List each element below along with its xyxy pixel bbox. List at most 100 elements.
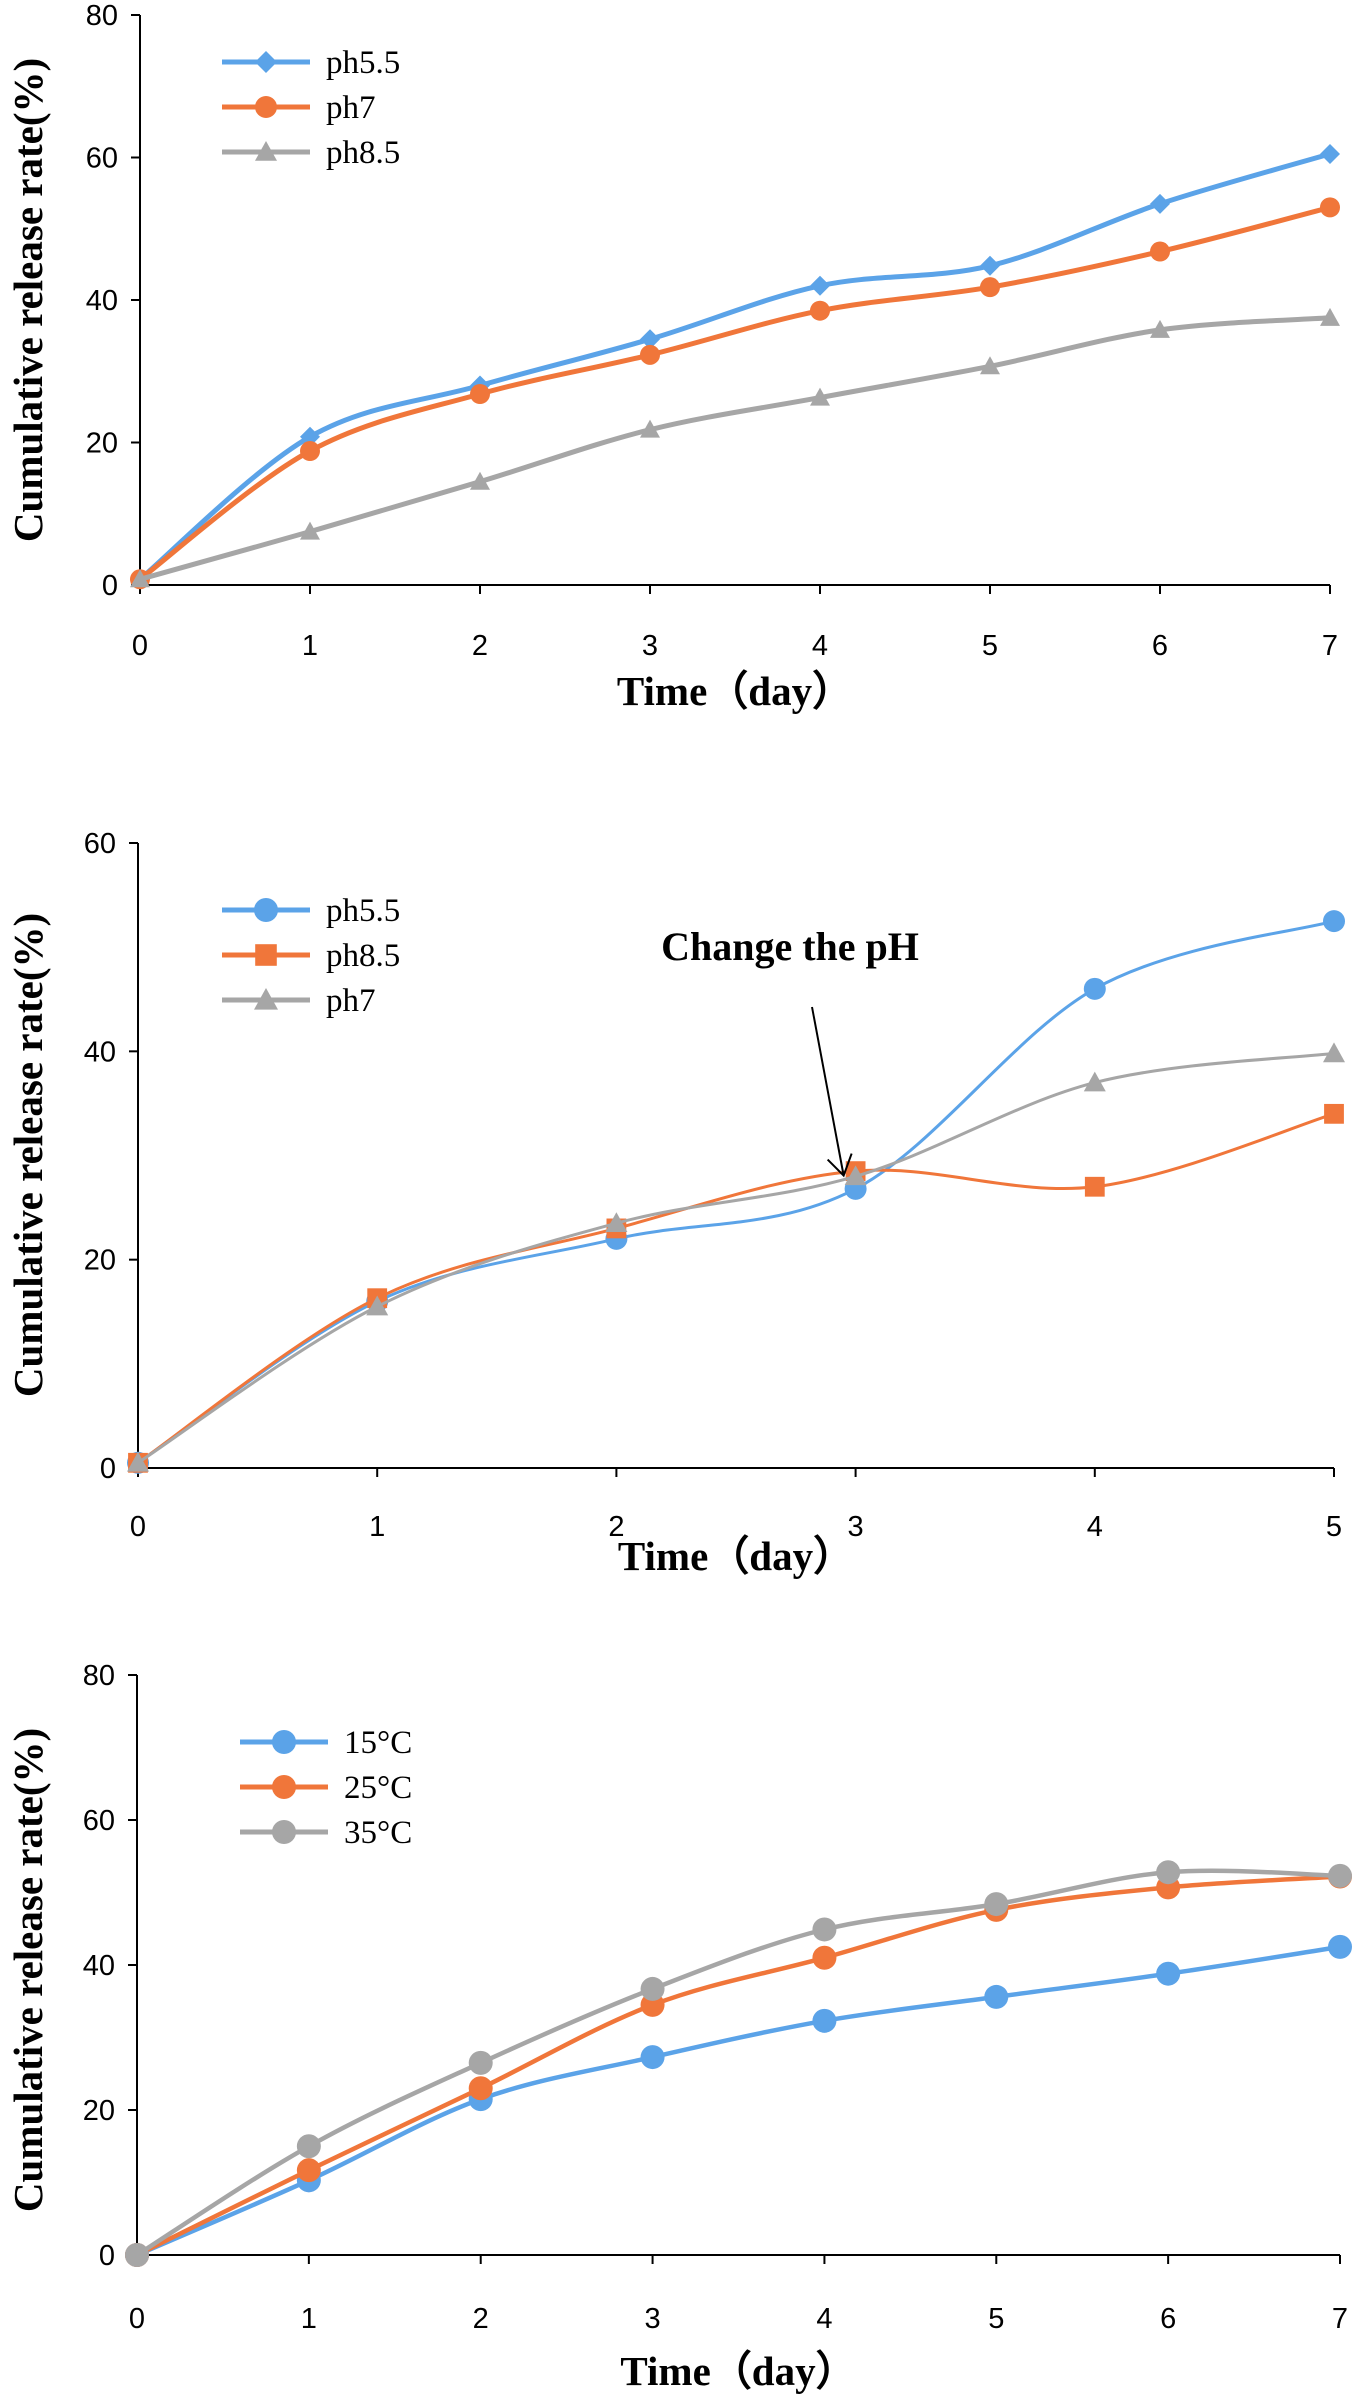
legend-label: 35°C: [344, 1815, 412, 1851]
series-line: [137, 1051, 1335, 1465]
legend-label: ph7: [326, 90, 376, 126]
legend-label: ph5.5: [326, 893, 400, 929]
y-tick-label: 80: [83, 1660, 115, 1692]
data-point: [1323, 910, 1345, 933]
x-tick-label: 4: [816, 2303, 832, 2335]
x-tick-label: 5: [988, 2303, 1004, 2335]
x-axis-title: Time（day）: [618, 1533, 854, 1579]
series-line: [139, 315, 1331, 582]
data-point: [640, 329, 660, 350]
x-tick-label: 1: [369, 1511, 385, 1543]
data-point: [984, 1984, 1009, 2009]
y-axis-title: Cumulative release rate(%): [5, 1728, 51, 2212]
series-line: [137, 919, 1335, 1465]
legend-label: 15°C: [344, 1725, 412, 1761]
series-ph8.5: [130, 307, 1340, 588]
data-point: [1150, 319, 1170, 338]
data-point: [470, 471, 490, 490]
data-point: [1156, 1961, 1181, 1986]
data-point: [468, 2076, 493, 2101]
annotation-text: Change the pH: [661, 924, 919, 969]
x-tick-label: 1: [301, 2303, 317, 2335]
legend-item: ph8.5: [222, 135, 400, 171]
legend-swatch-marker: [255, 51, 277, 73]
legend-item: 25°C: [240, 1770, 412, 1806]
x-tick-label: 7: [1322, 630, 1338, 662]
series-ph8.5: [128, 1103, 1344, 1473]
legend-label: ph7: [326, 983, 376, 1019]
data-point: [300, 441, 320, 462]
legend-item: ph7: [222, 983, 376, 1019]
data-point: [1150, 193, 1170, 214]
y-tick-label: 0: [100, 1453, 116, 1485]
data-point: [844, 1165, 867, 1186]
data-point: [640, 344, 660, 365]
release-chart-temperature-svg: 0 20 40 60 80 0 1 2 3 4 5 6 7 Time（day） Cumulative rel…: [5, 1660, 1352, 2394]
data-point: [366, 1295, 389, 1316]
data-point: [640, 2045, 665, 2070]
y-tick-label: 60: [84, 828, 116, 860]
series-25°C: [125, 1864, 1352, 2267]
x-tick-label: 3: [645, 2303, 661, 2335]
data-point: [984, 1892, 1009, 1917]
legend-item: 35°C: [240, 1815, 412, 1851]
x-tick-label: 0: [129, 2303, 145, 2335]
data-point: [812, 1945, 837, 1970]
legend-swatch-marker: [272, 1775, 296, 1799]
legend-swatch-marker: [255, 96, 277, 118]
x-tick-label: 5: [982, 630, 998, 662]
release-chart-temperature: 0 20 40 60 80 0 1 2 3 4 5 6 7 Time（day） Cumulative rel…: [0, 1600, 1359, 2401]
x-tick-label: 6: [1160, 2303, 1176, 2335]
legend-swatch-marker: [254, 898, 278, 922]
legend-label: ph8.5: [326, 938, 400, 974]
series-line: [136, 1944, 1341, 2258]
y-tick-label: 20: [84, 1245, 116, 1277]
x-axis-title: Time（day）: [620, 2348, 856, 2394]
data-point: [1084, 1176, 1105, 1197]
x-tick-label: 6: [1152, 630, 1168, 662]
data-point: [640, 419, 660, 438]
series-line: [136, 1874, 1341, 2258]
x-tick-label: 3: [642, 630, 658, 662]
y-axis-title: Cumulative release rate(%): [5, 58, 51, 542]
x-tick-label: 2: [473, 2303, 489, 2335]
legend-item: ph5.5: [222, 45, 400, 81]
legend-label: ph5.5: [326, 45, 400, 81]
release-chart-ph: 0 20 40 60 80 0 1 2 3 4 5 6 7 Time（day） Cumulative rel…: [0, 0, 1359, 740]
y-tick-label: 80: [86, 0, 118, 32]
y-tick-label: 20: [86, 428, 118, 460]
data-point: [300, 426, 320, 447]
data-point: [125, 2243, 149, 2267]
data-point: [127, 1451, 149, 1472]
annotation-arrow-shaft: [811, 1006, 845, 1176]
data-point: [296, 2134, 321, 2159]
release-chart-ph-change-svg: 0 20 40 60 0 1 2 3 4 5 Time（day） Cumulative release…: [5, 828, 1345, 1579]
legend-swatch-marker: [272, 1730, 296, 1754]
series-ph7: [127, 1042, 1345, 1472]
x-tick-label: 1: [302, 630, 318, 662]
legend-swatch-marker: [255, 141, 277, 161]
x-tick-label: 5: [1326, 1511, 1342, 1543]
series-15°C: [125, 1934, 1352, 2267]
series-35°C: [125, 1860, 1352, 2267]
data-point: [1156, 1860, 1181, 1885]
y-tick-label: 40: [83, 1950, 115, 1982]
series-line: [137, 1112, 1335, 1465]
legend-label: 25°C: [344, 1770, 412, 1806]
data-point: [130, 569, 150, 588]
series-line: [138, 204, 1331, 582]
y-tick-label: 60: [86, 143, 118, 175]
data-point: [1328, 1934, 1352, 1959]
release-chart-ph-svg: 0 20 40 60 80 0 1 2 3 4 5 6 7 Time（day） Cumulative rel…: [5, 0, 1340, 714]
x-tick-label: 7: [1332, 2303, 1348, 2335]
data-point: [640, 1976, 665, 2001]
data-point: [980, 277, 1000, 298]
legend-swatch-marker: [254, 988, 278, 1010]
x-tick-label: 0: [130, 1511, 146, 1543]
legend-label: ph8.5: [326, 135, 400, 171]
data-point: [1083, 977, 1106, 1000]
data-point: [1320, 143, 1340, 164]
legend-swatch-marker: [272, 1820, 296, 1844]
data-point: [1328, 1863, 1352, 1888]
y-tick-label: 60: [83, 1805, 115, 1837]
